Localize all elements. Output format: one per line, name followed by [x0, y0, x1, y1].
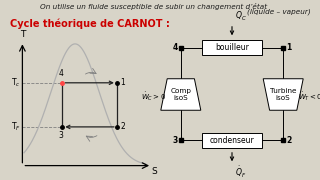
Text: Cycle théorique de CARNOT :: Cycle théorique de CARNOT :: [10, 19, 170, 29]
Text: condenseur: condenseur: [210, 136, 254, 145]
Text: 3: 3: [58, 131, 63, 140]
Text: T$_c$: T$_c$: [11, 76, 21, 89]
Polygon shape: [263, 79, 303, 110]
Text: isoS: isoS: [173, 95, 188, 101]
Text: S: S: [151, 167, 157, 176]
Text: Turbine: Turbine: [270, 88, 296, 94]
Text: bouilleur: bouilleur: [215, 43, 249, 52]
Text: 1: 1: [286, 43, 292, 52]
Bar: [202, 133, 262, 148]
Text: (liquide – vapeur): (liquide – vapeur): [247, 8, 310, 15]
Text: Comp: Comp: [170, 88, 191, 94]
Text: $\dot{Q}_C$: $\dot{Q}_C$: [235, 8, 247, 23]
Text: 2: 2: [121, 122, 125, 131]
Text: 2: 2: [286, 136, 292, 145]
Text: T$_F$: T$_F$: [11, 121, 21, 133]
Text: T: T: [20, 30, 25, 39]
Bar: [202, 40, 262, 55]
Text: $\dot{W}_C > 0$: $\dot{W}_C > 0$: [141, 90, 166, 103]
Text: isoS: isoS: [276, 95, 291, 101]
Text: $\dot{W}_T < 0$: $\dot{W}_T < 0$: [298, 90, 320, 103]
Text: 3: 3: [172, 136, 178, 145]
Polygon shape: [161, 79, 201, 110]
Text: 4: 4: [172, 43, 178, 52]
Text: On utilise un fluide susceptible de subir un changement d’état: On utilise un fluide susceptible de subi…: [40, 3, 267, 10]
Text: 4: 4: [58, 69, 63, 78]
Text: $\dot{Q}_F$: $\dot{Q}_F$: [235, 165, 246, 180]
Text: 1: 1: [121, 78, 125, 87]
